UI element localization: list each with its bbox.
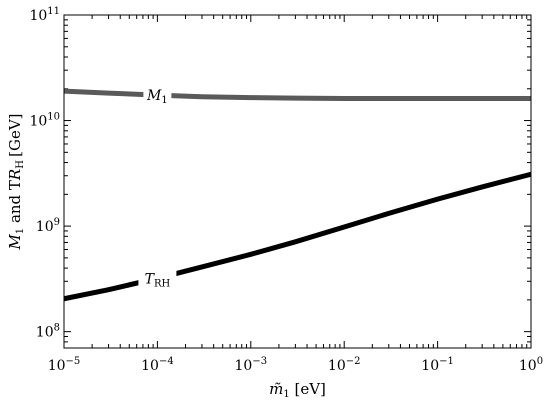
y-tick-label: 1011 bbox=[29, 6, 60, 24]
labels-layer: 10−5 10−4 10−3 10−2 10−1 100 108 109 1010 1011 bbox=[29, 6, 543, 374]
x-tick-label: 10−5 bbox=[48, 356, 81, 374]
ticks-layer bbox=[63, 14, 532, 349]
series-line-TRH bbox=[63, 171, 532, 302]
plot-frame bbox=[63, 14, 532, 349]
x-tick-label: 10−3 bbox=[235, 356, 268, 374]
series-label-bg-TRH bbox=[138, 268, 177, 289]
y-tick-label: 108 bbox=[36, 323, 60, 341]
y-tick-label: 109 bbox=[36, 217, 60, 235]
x-tick-label: 10−2 bbox=[328, 356, 361, 374]
series-layer: M1 TRH bbox=[63, 85, 532, 302]
series-line-M1 bbox=[63, 88, 531, 101]
y-tick-label: 1010 bbox=[29, 112, 60, 130]
series-label-bg-M1 bbox=[143, 85, 172, 106]
y-axis-title: M1 and TRH [GeV] bbox=[6, 113, 26, 250]
x-tick-label: 10−4 bbox=[141, 356, 174, 374]
x-tick-label: 100 bbox=[519, 356, 543, 374]
x-axis-title: m̃1 [eV] bbox=[269, 380, 326, 400]
series-label-M1: M1 bbox=[146, 88, 168, 106]
series-label-TRH: TRH bbox=[145, 271, 171, 289]
x-tick-label: 10−1 bbox=[421, 356, 454, 374]
